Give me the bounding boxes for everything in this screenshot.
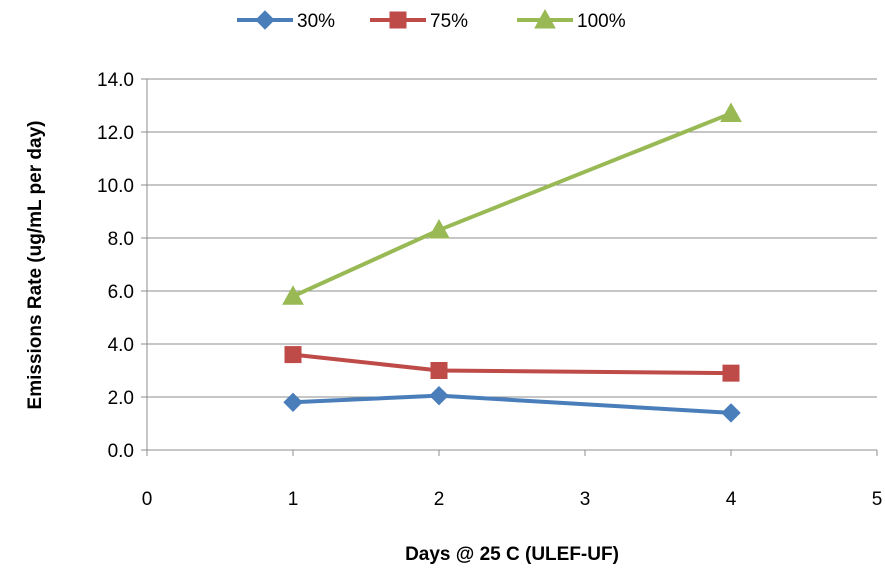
legend-marker-75-pct xyxy=(389,11,407,29)
x-tick-label: 4 xyxy=(726,489,737,510)
x-tick-label: 5 xyxy=(872,489,883,510)
x-tick-label: 1 xyxy=(288,489,299,510)
axes xyxy=(141,78,878,456)
legend-marker-100-pct xyxy=(534,8,556,29)
legend-label-100-pct: 100% xyxy=(577,11,626,32)
y-axis-title: Emissions Rate (ug/mL per day) xyxy=(25,121,46,410)
x-tick-labels: 0 1 2 3 4 5 xyxy=(142,489,883,510)
data-point-100-pct xyxy=(282,285,304,305)
data-point-30-pct xyxy=(429,385,449,406)
y-tick-label: 14.0 xyxy=(97,70,134,91)
data-point-30-pct xyxy=(721,403,741,423)
data-point-100-pct xyxy=(428,219,450,239)
y-tick-label: 12.0 xyxy=(97,123,134,144)
x-tick-label: 3 xyxy=(580,489,591,510)
legend-label-75-pct: 75% xyxy=(430,11,468,32)
x-tick-label: 0 xyxy=(142,489,153,510)
y-tick-label: 4.0 xyxy=(108,335,134,356)
legend: 30% 75% 100% xyxy=(237,8,626,32)
y-tick-label: 8.0 xyxy=(108,229,134,250)
y-tick-label: 10.0 xyxy=(97,176,134,197)
x-tick-label: 2 xyxy=(434,489,445,510)
y-tick-label: 2.0 xyxy=(108,388,134,409)
y-tick-labels: 0.0 2.0 4.0 6.0 8.0 10.0 12.0 14.0 xyxy=(97,70,134,462)
x-axis-title: Days @ 25 C (ULEF-UF) xyxy=(405,544,619,565)
series-line-100-pct xyxy=(292,111,732,299)
data-point-100-pct xyxy=(720,102,742,122)
legend-marker-30-pct xyxy=(255,10,275,30)
y-tick-label: 6.0 xyxy=(108,282,134,303)
y-tick-label: 0.0 xyxy=(108,441,134,462)
data-point-75-pct xyxy=(430,362,448,379)
data-point-75-pct xyxy=(284,346,302,364)
series-line-30-pct xyxy=(292,393,732,415)
data-point-75-pct xyxy=(722,364,740,382)
series-layer xyxy=(282,102,742,423)
legend-label-30-pct: 30% xyxy=(297,11,335,32)
gridlines xyxy=(147,78,877,398)
series-line-75-pct xyxy=(292,352,732,376)
data-point-30-pct xyxy=(283,392,303,413)
